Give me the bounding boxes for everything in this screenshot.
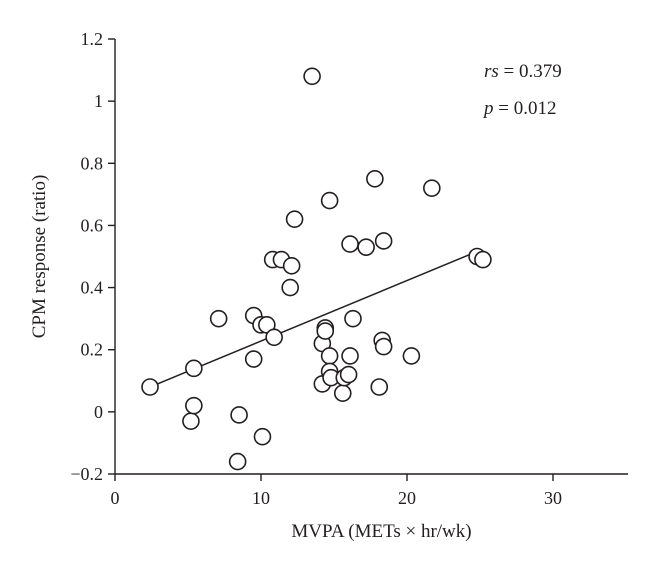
scatter-point [253, 427, 272, 446]
scatter-point [209, 309, 228, 328]
regression-line-group [149, 249, 481, 388]
regression-line [149, 249, 481, 388]
stat-p-label: p [482, 98, 494, 119]
stat-p-value: = 0.012 [494, 98, 557, 119]
y-tick-label: 0.2 [81, 340, 104, 360]
scatter-point [402, 347, 421, 365]
x-tick-label: 0 [111, 488, 120, 508]
x-tick-label: 20 [398, 488, 416, 508]
scatter-point [320, 191, 339, 210]
scatter-point [285, 210, 304, 229]
scatter-point [344, 309, 362, 328]
scatter-point [333, 384, 352, 403]
scatter-point [141, 378, 159, 396]
y-tick-label: 0 [94, 402, 103, 422]
y-tick-label: −0.2 [70, 464, 103, 484]
scatter-point [320, 347, 339, 365]
stat-rs: rs = 0.379 [484, 61, 562, 82]
axes: −0.2 0 0.2 0.4 0.6 0.8 1 1.2 0 10 20 30 [70, 29, 628, 508]
scatter-point [341, 235, 359, 253]
scatter-point [339, 365, 358, 384]
scatter-point [281, 278, 300, 297]
scatter-point [374, 232, 393, 250]
scatter-point [282, 257, 301, 275]
x-tick-label: 30 [544, 488, 562, 508]
scatter-point [185, 396, 203, 415]
y-tick-label: 0.4 [81, 278, 104, 298]
stat-rs-value: = 0.379 [499, 61, 562, 82]
scatter-point [265, 328, 283, 347]
y-tick-label: 1 [94, 91, 103, 111]
scatter-point [244, 350, 263, 368]
y-tick-label: 1.2 [81, 29, 104, 49]
scatter-point [185, 359, 203, 378]
scatter-point [357, 238, 375, 256]
y-axis-title: CPM response (ratio) [29, 175, 50, 339]
x-tick-label: 10 [252, 488, 270, 508]
x-axis-title: MVPA (METs × hr/wk) [291, 521, 471, 542]
data-points [141, 67, 492, 471]
scatter-point [474, 250, 492, 269]
scatter-point [374, 337, 393, 356]
y-tick-label: 0.6 [81, 215, 104, 235]
scatter-point [230, 406, 248, 424]
scatter-point [370, 378, 389, 396]
stat-p: p = 0.012 [482, 98, 556, 119]
scatter-point [423, 179, 441, 197]
axis-labels: MVPA (METs × hr/wk) CPM response (ratio) [29, 175, 472, 542]
scatter-point [366, 170, 384, 188]
y-tick-label: 0.8 [81, 153, 104, 173]
scatter-point [182, 412, 200, 430]
scatter-point [341, 347, 359, 365]
scatter-point [303, 67, 321, 86]
stat-rs-label: rs [484, 61, 499, 82]
scatter-point [228, 452, 247, 471]
scatter-point [316, 322, 335, 340]
